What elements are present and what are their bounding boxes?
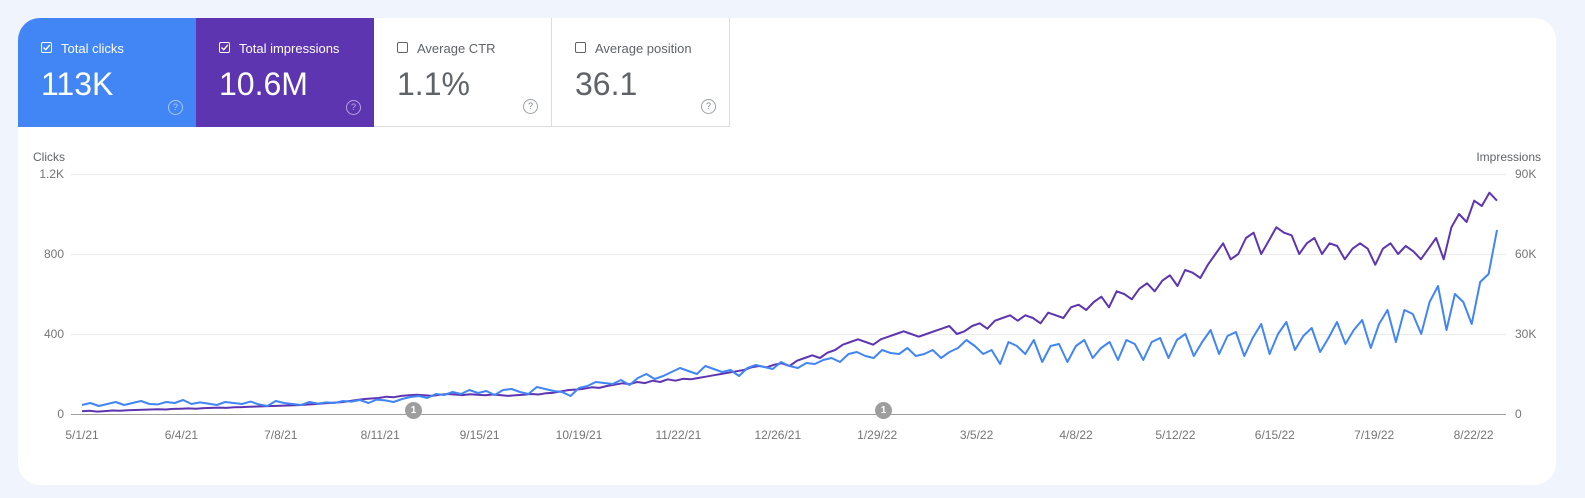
metric-label: Average position <box>595 41 692 56</box>
help-icon[interactable]: ? <box>701 99 716 114</box>
right-tick: 30K <box>1515 327 1537 341</box>
help-icon[interactable]: ? <box>523 99 538 114</box>
x-tick: 9/15/21 <box>459 428 500 442</box>
metric-value: 10.6M <box>219 66 308 102</box>
x-tick: 8/22/22 <box>1453 428 1494 442</box>
gridlines <box>71 174 1506 415</box>
x-tick: 8/11/21 <box>360 428 400 442</box>
metric-cards: Total clicks 113K ? Total impressions 10… <box>18 18 730 127</box>
checkbox-checked-icon[interactable] <box>41 42 52 53</box>
metric-label: Total impressions <box>239 41 340 56</box>
left-tick: 800 <box>43 247 64 261</box>
metric-label: Average CTR <box>417 41 496 56</box>
metric-card-average-ctr[interactable]: Average CTR 1.1% ? <box>374 18 552 127</box>
left-tick: 400 <box>43 327 64 341</box>
left-tick: 0 <box>57 407 64 421</box>
annotation-marker[interactable]: 1 <box>875 402 892 419</box>
clicks-line <box>81 229 1498 407</box>
right-tick: 0 <box>1515 407 1522 421</box>
impressions-line <box>81 191 1498 413</box>
performance-panel: Total clicks 113K ? Total impressions 10… <box>18 18 1556 485</box>
left-tick: 1.2K <box>39 167 64 181</box>
x-tick: 12/26/21 <box>754 428 802 442</box>
x-tick: 6/4/21 <box>164 428 199 442</box>
annotation-marker[interactable]: 1 <box>405 402 422 419</box>
metric-card-average-position[interactable]: Average position 36.1 ? <box>552 18 730 127</box>
checkbox-checked-icon[interactable] <box>219 42 230 53</box>
metric-value: 113K <box>41 66 114 102</box>
x-tick: 7/8/21 <box>264 428 298 442</box>
x-tick: 6/15/22 <box>1254 428 1295 442</box>
x-tick: 5/12/22 <box>1155 428 1196 442</box>
right-tick: 60K <box>1515 247 1537 261</box>
right-axis-title: Impressions <box>1476 150 1541 164</box>
x-tick: 1/29/22 <box>857 428 898 442</box>
metric-value: 36.1 <box>575 66 638 102</box>
checkbox-unchecked-icon[interactable] <box>397 42 408 53</box>
left-axis-title: Clicks <box>33 150 65 164</box>
x-tick: 10/19/21 <box>555 428 603 442</box>
metric-card-total-impressions[interactable]: Total impressions 10.6M ? <box>196 18 374 127</box>
help-icon[interactable]: ? <box>168 100 183 115</box>
metric-card-total-clicks[interactable]: Total clicks 113K ? <box>18 18 196 127</box>
metric-label: Total clicks <box>61 41 124 56</box>
x-tick: 7/19/22 <box>1354 428 1395 442</box>
x-tick: 3/5/22 <box>959 428 994 442</box>
x-tick: 4/8/22 <box>1059 428 1093 442</box>
help-icon[interactable]: ? <box>346 100 361 115</box>
x-tick: 5/1/21 <box>65 428 99 442</box>
right-tick: 90K <box>1515 167 1537 181</box>
x-tick: 11/22/21 <box>655 428 702 442</box>
checkbox-unchecked-icon[interactable] <box>575 42 586 53</box>
metric-value: 1.1% <box>397 66 470 102</box>
